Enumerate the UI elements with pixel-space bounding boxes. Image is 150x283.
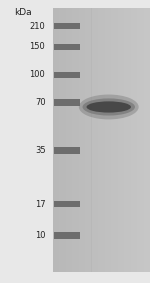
- Bar: [114, 8, 117, 272]
- Bar: [85, 8, 88, 272]
- Bar: [52, 8, 56, 272]
- Bar: [59, 8, 62, 272]
- Ellipse shape: [79, 95, 139, 119]
- Bar: [134, 8, 137, 272]
- Text: kDa: kDa: [14, 8, 32, 17]
- Bar: [62, 8, 66, 272]
- Bar: [147, 8, 150, 272]
- Text: 150: 150: [29, 42, 45, 51]
- Bar: [66, 8, 69, 272]
- FancyBboxPatch shape: [54, 201, 80, 207]
- Bar: [95, 8, 98, 272]
- Bar: [130, 8, 134, 272]
- Bar: [92, 8, 95, 272]
- Bar: [111, 8, 114, 272]
- FancyBboxPatch shape: [54, 72, 80, 78]
- Text: 17: 17: [35, 200, 46, 209]
- FancyBboxPatch shape: [54, 99, 80, 106]
- Bar: [56, 8, 59, 272]
- Ellipse shape: [82, 98, 135, 115]
- Bar: [137, 8, 140, 272]
- Text: 210: 210: [29, 22, 45, 31]
- Bar: [82, 8, 85, 272]
- Bar: [98, 8, 101, 272]
- FancyBboxPatch shape: [54, 23, 80, 29]
- Bar: [105, 8, 108, 272]
- Text: 35: 35: [35, 146, 46, 155]
- FancyBboxPatch shape: [54, 232, 80, 239]
- Text: 10: 10: [35, 231, 46, 240]
- FancyBboxPatch shape: [52, 8, 150, 272]
- Bar: [144, 8, 147, 272]
- Bar: [69, 8, 72, 272]
- FancyBboxPatch shape: [54, 44, 80, 50]
- Bar: [101, 8, 105, 272]
- Bar: [124, 8, 127, 272]
- Bar: [117, 8, 121, 272]
- Bar: [127, 8, 130, 272]
- Bar: [108, 8, 111, 272]
- Bar: [72, 8, 75, 272]
- Ellipse shape: [87, 101, 131, 113]
- Text: 70: 70: [35, 98, 46, 107]
- Bar: [88, 8, 91, 272]
- Bar: [78, 8, 82, 272]
- FancyBboxPatch shape: [54, 147, 80, 154]
- Bar: [75, 8, 78, 272]
- Text: 100: 100: [29, 70, 45, 80]
- Bar: [121, 8, 124, 272]
- Bar: [140, 8, 144, 272]
